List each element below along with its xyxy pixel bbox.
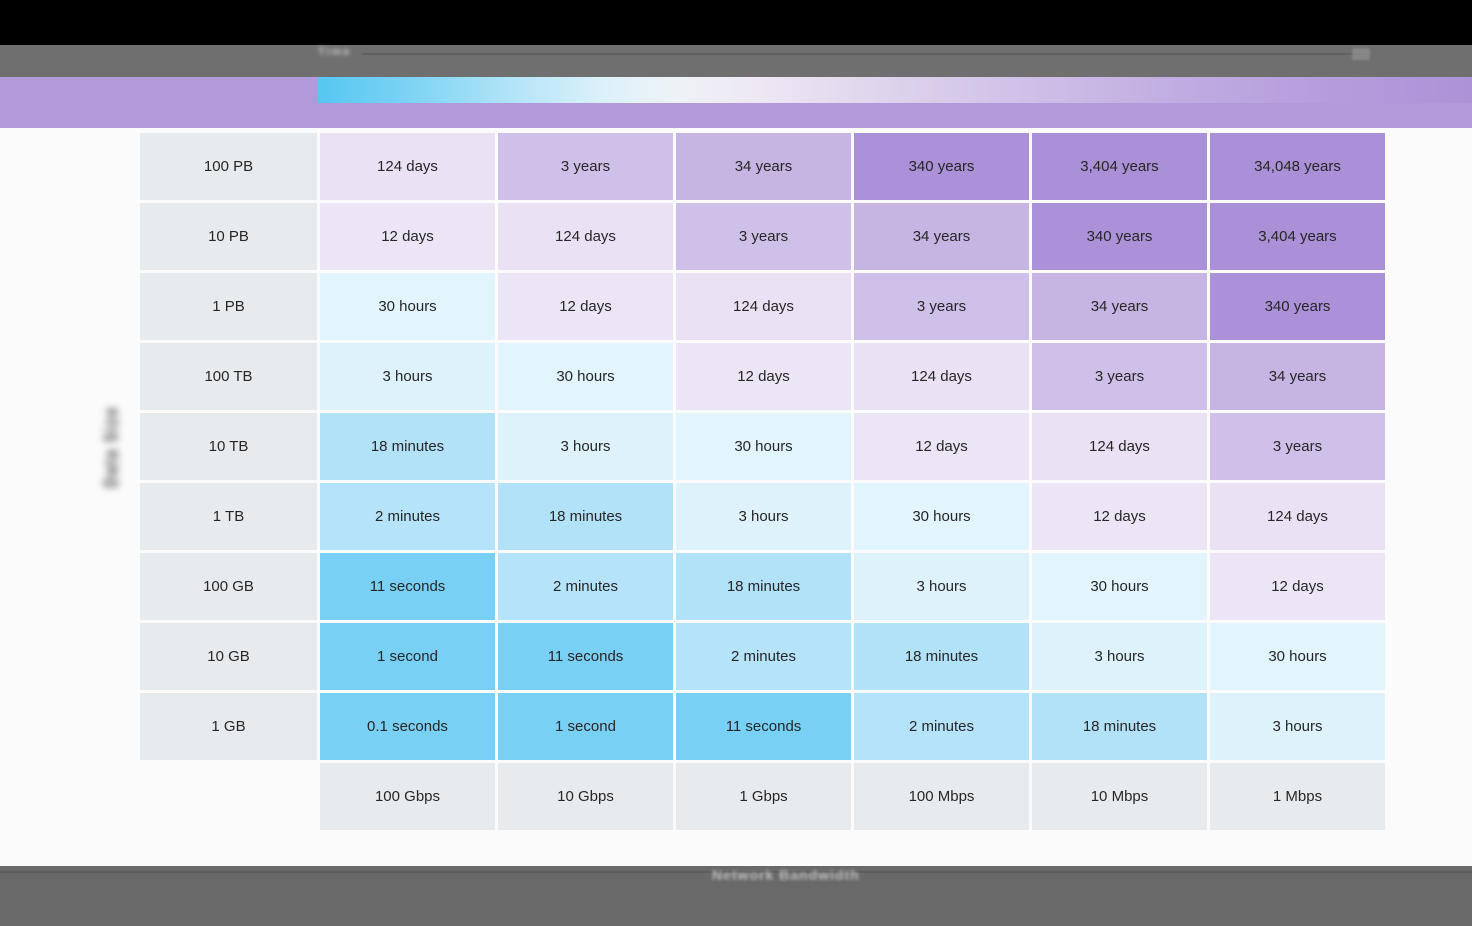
- heatmap-cell: 3 years: [498, 133, 673, 200]
- heatmap-cell: 2 minutes: [854, 693, 1029, 760]
- heatmap-cell: 34 years: [854, 203, 1029, 270]
- x-axis-label-blurred: Network Bandwidth: [712, 867, 860, 883]
- heatmap-cell: 3,404 years: [1210, 203, 1385, 270]
- heatmap-cell: 3 years: [1032, 343, 1207, 410]
- heatmap-cell: 124 days: [498, 203, 673, 270]
- heatmap-cell: 2 minutes: [676, 623, 851, 690]
- heatmap-cell: 3 hours: [1032, 623, 1207, 690]
- heatmap-cell: 11 seconds: [320, 553, 495, 620]
- heatmap-cell: 340 years: [854, 133, 1029, 200]
- column-header: 10 Gbps: [498, 763, 673, 830]
- top-black-bar: [0, 0, 1472, 45]
- row-label: 100 TB: [140, 343, 317, 410]
- heatmap-cell: 34 years: [1032, 273, 1207, 340]
- heatmap-cell: 30 hours: [676, 413, 851, 480]
- top-toolbar: Time: [0, 45, 1472, 77]
- row-label: 10 TB: [140, 413, 317, 480]
- row-label: 100 GB: [140, 553, 317, 620]
- corner-spacer: [140, 763, 317, 830]
- row-label: 1 PB: [140, 273, 317, 340]
- heatmap-cell: 30 hours: [1032, 553, 1207, 620]
- heatmap-cell: 124 days: [854, 343, 1029, 410]
- heatmap-cell: 3 hours: [676, 483, 851, 550]
- heatmap-cell: 18 minutes: [498, 483, 673, 550]
- row-label: 1 TB: [140, 483, 317, 550]
- toolbar-note-blurred: Time: [318, 46, 352, 58]
- heatmap-cell: 34 years: [1210, 343, 1385, 410]
- purple-band: [0, 77, 1472, 128]
- heatmap-cell: 124 days: [320, 133, 495, 200]
- heatmap-cell: 18 minutes: [1032, 693, 1207, 760]
- toolbar-artifact-icon: [1352, 48, 1370, 60]
- heatmap-cell: 11 seconds: [676, 693, 851, 760]
- heatmap-cell: 12 days: [320, 203, 495, 270]
- y-axis-label-text: Data Size: [100, 406, 122, 488]
- heatmap-cell: 18 minutes: [320, 413, 495, 480]
- heatmap-cell: 30 hours: [1210, 623, 1385, 690]
- heatmap-cell: 124 days: [676, 273, 851, 340]
- heatmap-cell: 30 hours: [320, 273, 495, 340]
- row-label: 100 PB: [140, 133, 317, 200]
- heatmap-cell: 12 days: [1032, 483, 1207, 550]
- column-header: 100 Gbps: [320, 763, 495, 830]
- heatmap-cell: 3 hours: [854, 553, 1029, 620]
- heatmap-cell: 18 minutes: [854, 623, 1029, 690]
- column-header: 1 Gbps: [676, 763, 851, 830]
- heatmap-cell: 12 days: [676, 343, 851, 410]
- row-label: 10 PB: [140, 203, 317, 270]
- heatmap-cell: 124 days: [1032, 413, 1207, 480]
- column-header: 1 Mbps: [1210, 763, 1385, 830]
- heatmap-cell: 30 hours: [498, 343, 673, 410]
- heatmap-cell: 340 years: [1210, 273, 1385, 340]
- color-scale-legend: [318, 77, 1472, 103]
- heatmap-cell: 11 seconds: [498, 623, 673, 690]
- heatmap-cell: 18 minutes: [676, 553, 851, 620]
- bottom-divider-line: [0, 871, 1472, 873]
- column-header: 10 Mbps: [1032, 763, 1207, 830]
- y-axis-label-blurred: Data Size: [82, 402, 140, 492]
- heatmap-cell: 3 years: [1210, 413, 1385, 480]
- heatmap-cell: 2 minutes: [498, 553, 673, 620]
- heatmap-cell: 12 days: [1210, 553, 1385, 620]
- heatmap-cell: 12 days: [498, 273, 673, 340]
- row-label: 1 GB: [140, 693, 317, 760]
- heatmap-cell: 34,048 years: [1210, 133, 1385, 200]
- heatmap-cell: 0.1 seconds: [320, 693, 495, 760]
- heatmap-cell: 3 years: [854, 273, 1029, 340]
- heatmap-cell: 124 days: [1210, 483, 1385, 550]
- column-header: 100 Mbps: [854, 763, 1029, 830]
- heatmap-cell: 1 second: [498, 693, 673, 760]
- heatmap-cell: 1 second: [320, 623, 495, 690]
- bottom-bar: Network Bandwidth: [0, 866, 1472, 926]
- heatmap-cell: 3 hours: [320, 343, 495, 410]
- heatmap-cell: 3 hours: [498, 413, 673, 480]
- toolbar-divider-line: [362, 53, 1368, 55]
- heatmap-cell: 340 years: [1032, 203, 1207, 270]
- heatmap-cell: 3 years: [676, 203, 851, 270]
- heatmap-cell: 30 hours: [854, 483, 1029, 550]
- heatmap-cell: 3 hours: [1210, 693, 1385, 760]
- heatmap-cell: 12 days: [854, 413, 1029, 480]
- row-label: 10 GB: [140, 623, 317, 690]
- heatmap-cell: 2 minutes: [320, 483, 495, 550]
- heatmap-cell: 34 years: [676, 133, 851, 200]
- heatmap-cell: 3,404 years: [1032, 133, 1207, 200]
- transfer-time-heatmap: 100 PB 124 days 3 years 34 years 340 years 3,…: [140, 133, 1385, 830]
